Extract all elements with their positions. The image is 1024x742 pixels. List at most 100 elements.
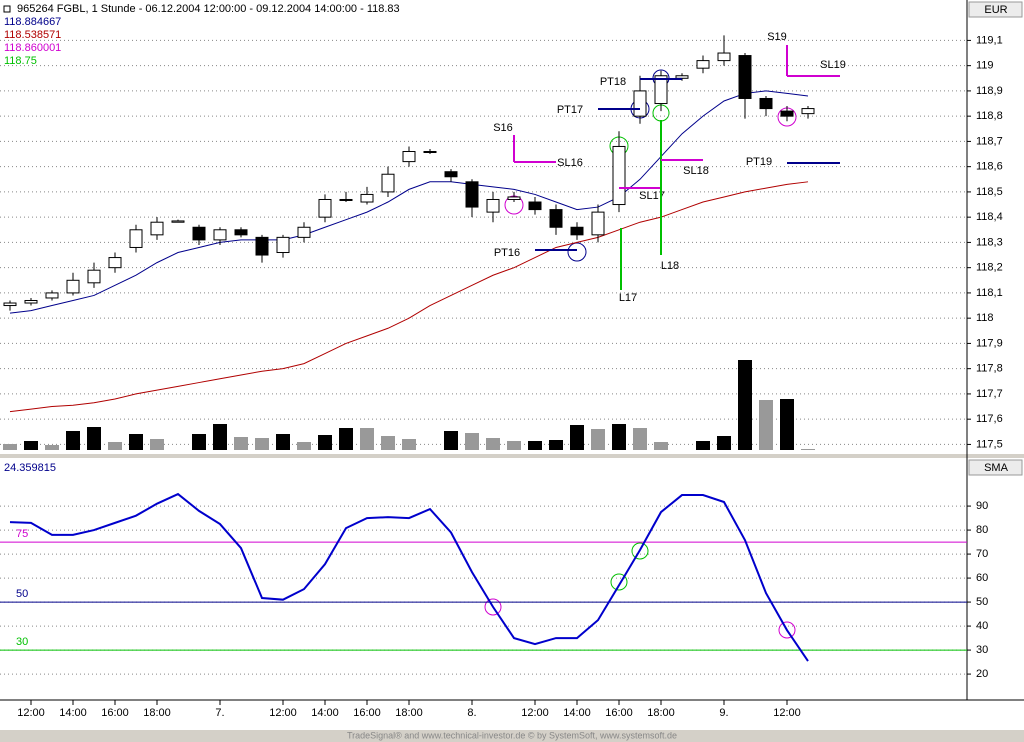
annotation: PT16: [494, 247, 520, 259]
y-tick-label: 117,9: [976, 337, 1003, 349]
candle-body: [66, 279, 80, 294]
moving-average: [9, 90, 809, 314]
candle-body: [801, 108, 815, 115]
legend-entry: 118.884667: [4, 16, 61, 28]
annotation: L17: [619, 292, 637, 304]
candle-body: [255, 236, 269, 256]
candle-body: [276, 236, 290, 254]
volume-bar: [234, 437, 248, 450]
x-tick-label: 18:00: [647, 707, 675, 719]
candle-body: [108, 257, 122, 269]
volume-bar: [654, 442, 668, 450]
y-tick-label: 90: [976, 500, 988, 512]
level-label: 50: [16, 588, 28, 600]
y-tick-label: 80: [976, 524, 988, 536]
moving-average: [9, 181, 809, 413]
volume-bar: [360, 428, 374, 450]
oscillator-line: [9, 492, 809, 662]
candle-body: [423, 151, 437, 154]
oscillator-title: 24.359815: [4, 462, 56, 474]
volume-bar: [24, 441, 38, 450]
candle-body: [45, 292, 59, 299]
x-tick-label: 16:00: [605, 707, 633, 719]
x-tick-label: 18:00: [395, 707, 423, 719]
legend-entry: 118.538571: [4, 29, 61, 41]
y-tick-label: 118,9: [976, 85, 1003, 97]
status-bar: [0, 730, 1024, 742]
candle-body: [738, 55, 752, 99]
x-tick-label: 8.: [467, 707, 476, 719]
candle-body: [507, 196, 521, 200]
candle-body: [129, 229, 143, 248]
volume-bar: [612, 424, 626, 450]
y-tick-label: 20: [976, 668, 988, 680]
y-tick-label: 118,5: [976, 186, 1003, 198]
y-tick-label: 118,7: [976, 135, 1003, 147]
x-tick-label: 18:00: [143, 707, 171, 719]
volume-bar: [87, 427, 101, 450]
volume-bar: [528, 441, 542, 450]
candle-body: [171, 220, 185, 223]
candle-body: [339, 198, 353, 201]
volume-bar: [696, 441, 710, 450]
x-tick-label: 16:00: [101, 707, 129, 719]
volume-bar: [444, 431, 458, 450]
y-tick-label: 117,5: [976, 438, 1003, 450]
volume-bar: [591, 429, 605, 450]
candle-body: [696, 60, 710, 69]
y-tick-label: 118,8: [976, 110, 1003, 122]
candle-body: [192, 226, 206, 241]
x-tick-label: 14:00: [563, 707, 591, 719]
candle-body: [318, 198, 332, 218]
candle-body: [612, 145, 626, 206]
volume-bar: [570, 425, 584, 450]
legend-entry: 118.75: [4, 55, 37, 67]
x-tick-label: 14:00: [59, 707, 87, 719]
volume-bar: [507, 441, 521, 450]
volume-bar: [66, 431, 80, 450]
annotation: L18: [661, 260, 679, 272]
candle-body: [570, 226, 584, 236]
x-tick-label: 9.: [719, 707, 728, 719]
volume-bar: [276, 434, 290, 450]
volume-bar: [717, 436, 731, 450]
annotation: PT18: [600, 76, 626, 88]
candle-body: [24, 299, 38, 304]
y-tick-label: 40: [976, 620, 988, 632]
header-title: 965264 FGBL, 1 Stunde - 06.12.2004 12:00…: [17, 3, 400, 15]
candle-body: [675, 75, 689, 79]
volume-bar: [129, 434, 143, 450]
volume-bar: [549, 440, 563, 450]
signal-circle: [567, 242, 587, 262]
y-tick-label: 117,8: [976, 363, 1003, 375]
level-label: 75: [16, 528, 28, 540]
volume-bar: [633, 428, 647, 450]
volume-bar: [150, 439, 164, 450]
candle-body: [780, 110, 794, 117]
y-tick-label: 118: [976, 312, 994, 324]
annotation: S16: [493, 122, 513, 134]
y-tick-label: 118,6: [976, 161, 1003, 173]
annotation: PT19: [746, 156, 772, 168]
x-tick-label: 12:00: [773, 707, 801, 719]
volume-bar: [297, 442, 311, 450]
unit-box: [968, 1, 1023, 18]
volume-bar: [45, 445, 59, 450]
annotation: S19: [767, 31, 787, 43]
volume-bar: [339, 428, 353, 450]
candle-body: [759, 97, 773, 110]
candle-body: [717, 52, 731, 62]
signal-circle: [778, 621, 796, 639]
y-tick-label: 117,6: [976, 413, 1003, 425]
candle-body: [87, 269, 101, 284]
y-tick-label: 30: [976, 644, 988, 656]
candle-body: [297, 226, 311, 238]
volume-bar: [108, 442, 122, 450]
candle-body: [549, 209, 563, 228]
y-tick-label: 70: [976, 548, 988, 560]
y-tick-label: 118,2: [976, 262, 1003, 274]
y-tick-label: 60: [976, 572, 988, 584]
x-tick-label: 16:00: [353, 707, 381, 719]
